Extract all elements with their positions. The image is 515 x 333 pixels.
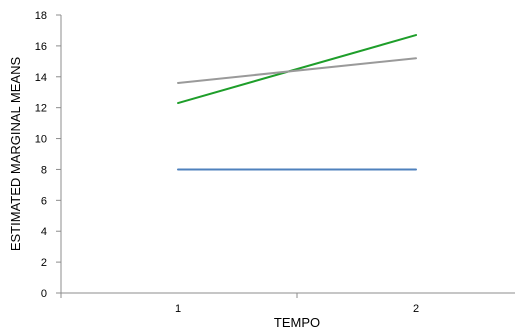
x-axis-title: TEMPO [274,315,320,330]
x-tick-label: 1 [175,303,181,315]
x-tick-label: 2 [413,303,419,315]
y-tick-label: 0 [41,288,47,300]
y-tick-label: 12 [35,103,47,115]
y-tick-label: 6 [41,195,47,207]
y-tick-label: 4 [41,226,47,238]
series-line-1 [177,34,417,105]
y-axis-title: ESTIMATED MARGINAL MEANS [8,57,23,252]
y-tick-label: 16 [35,41,47,53]
y-tick-label: 2 [41,257,47,269]
y-tick-label: 14 [35,72,47,84]
y-tick-label: 18 [35,10,47,22]
series-line-2 [177,57,417,84]
y-tick-label: 8 [41,164,47,176]
y-tick-label: 10 [35,134,47,146]
y-axis: 0 2 4 6 8 10 12 14 16 18 [35,10,62,300]
series-group [177,34,417,171]
